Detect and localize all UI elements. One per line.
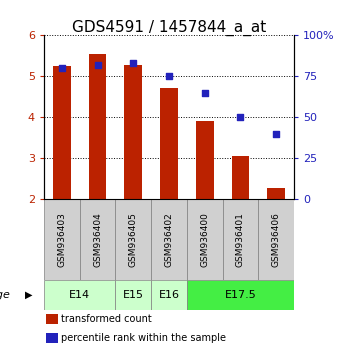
Bar [151,280,187,310]
Bar [187,199,223,280]
Bar [232,156,249,199]
Bar [258,199,294,280]
Text: GSM936400: GSM936400 [200,212,209,267]
Point [130,61,136,66]
Bar [115,280,151,310]
Text: GSM936401: GSM936401 [236,212,245,267]
Text: E15: E15 [123,290,144,300]
Text: ▶: ▶ [25,290,32,300]
Text: percentile rank within the sample: percentile rank within the sample [62,333,226,343]
Bar [124,65,142,199]
Point [202,90,208,96]
Text: GSM936404: GSM936404 [93,212,102,267]
Text: E16: E16 [159,290,179,300]
Bar [151,199,187,280]
Text: E17.5: E17.5 [224,290,256,300]
Point [238,115,243,120]
Text: GSM936405: GSM936405 [129,212,138,267]
Bar [44,280,115,310]
Point [273,131,279,137]
Bar [187,280,294,310]
Point [166,74,172,79]
Text: GSM936403: GSM936403 [57,212,66,267]
Bar [80,199,115,280]
Point [95,62,100,68]
Bar [267,188,285,199]
Bar [196,121,214,199]
Text: age: age [0,290,10,300]
Text: GDS4591 / 1457844_a_at: GDS4591 / 1457844_a_at [72,19,266,36]
Point [59,65,65,71]
Text: E14: E14 [69,290,90,300]
Bar [160,88,178,199]
Text: GSM936402: GSM936402 [165,212,173,267]
Text: transformed count: transformed count [62,314,152,324]
Bar [46,333,58,343]
Bar [89,54,106,199]
Bar [115,199,151,280]
Bar [223,199,258,280]
Bar [44,199,80,280]
Bar [53,66,71,199]
Text: GSM936406: GSM936406 [272,212,281,267]
Bar [46,314,58,324]
